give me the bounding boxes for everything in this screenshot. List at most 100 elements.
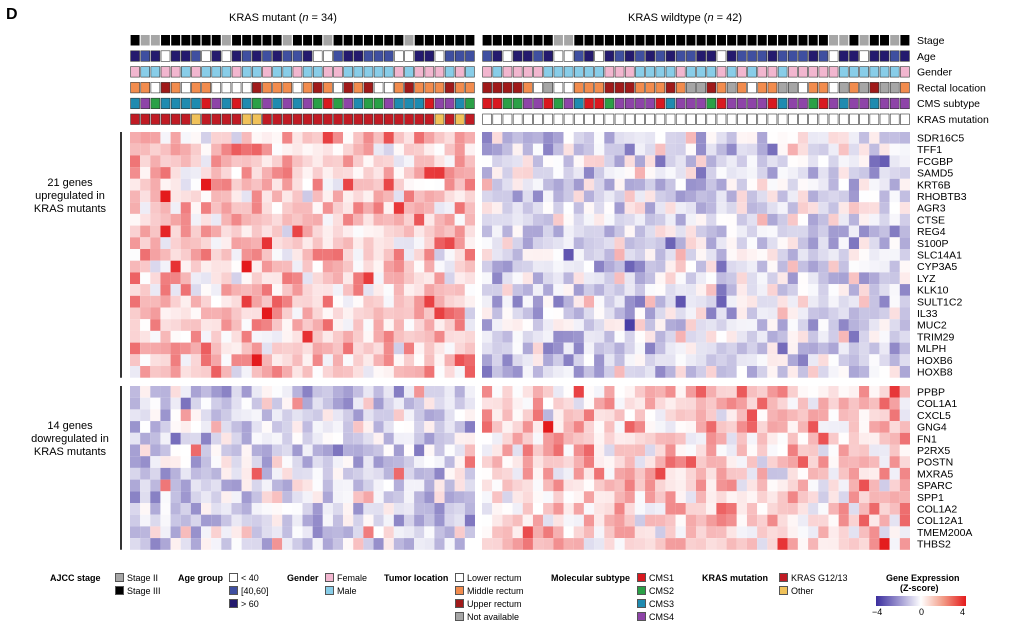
heatmap-cell-KLK10: [180, 284, 191, 296]
heatmap-cell-TFF1: [818, 143, 829, 156]
heatmap-cell-MUC2: [322, 319, 333, 331]
heatmap-cell-SULT1C2: [848, 295, 860, 308]
heatmap-cell-MUC2: [726, 319, 737, 331]
gene-label-S100P: S100P: [917, 238, 949, 250]
heatmap-cell-CXCL5: [808, 409, 819, 422]
heatmap-cell-CTSE: [726, 213, 737, 226]
heatmap-cell-FCGBP: [221, 155, 232, 168]
heatmap-cell-TFF1: [512, 143, 523, 156]
heatmap-cell-KLK10: [231, 284, 242, 296]
heatmap-cell-SULT1C2: [282, 295, 293, 308]
heatmap-cell-PPBP: [736, 386, 747, 398]
heatmap-cell-SLC14A1: [624, 249, 635, 261]
heatmap-cell-TFF1: [634, 143, 646, 156]
annotation-age-cell: [737, 50, 747, 62]
heatmap-cell-SLC14A1: [454, 249, 465, 261]
heatmap-cell-SAMD5: [190, 167, 202, 179]
heatmap-cell-FCGBP: [322, 155, 333, 168]
heatmap-cell-SAMD5: [767, 167, 778, 179]
heatmap-cell-TMEM200A: [464, 526, 475, 539]
heatmap-cell-KRT6B: [302, 178, 313, 191]
heatmap-cell-P2RX5: [757, 444, 768, 457]
heatmap-cell-KRT6B: [241, 178, 252, 191]
heatmap-cell-AGR3: [414, 202, 425, 214]
heatmap-cell-THBS2: [211, 538, 222, 550]
heatmap-cell-TRIM29: [393, 330, 404, 343]
annotation-location-cell: [563, 82, 574, 94]
heatmap-cell-LYZ: [302, 272, 313, 285]
legend-kras-title: KRAS mutation: [702, 573, 768, 583]
annotation-kras-cell: [272, 113, 282, 125]
heatmap-cell-COL1A1: [502, 397, 513, 410]
heatmap-cell-POSTN: [302, 456, 313, 468]
heatmap-cell-COL1A2: [160, 503, 171, 515]
heatmap-cell-MUC2: [594, 319, 605, 331]
heatmap-cell-AGR3: [343, 202, 354, 214]
heatmap-cell-MXRA5: [848, 467, 860, 480]
heatmap-cell-HOXB8: [502, 366, 513, 378]
heatmap-cell-PPBP: [869, 386, 880, 398]
heatmap-cell-GNG4: [160, 421, 171, 433]
heatmap-cell-P2RX5: [414, 444, 425, 457]
annotation-gender-cell: [482, 66, 492, 78]
heatmap-cell-LYZ: [624, 272, 635, 285]
heatmap-cell-SDR16C5: [482, 132, 493, 144]
gene-label-HOXB6: HOXB6: [917, 355, 953, 367]
heatmap-cell-FN1: [848, 432, 860, 445]
heatmap-cell-CYP3A5: [180, 260, 191, 273]
heatmap-cell-GNG4: [261, 421, 273, 433]
heatmap-cell-HOXB6: [221, 354, 232, 366]
annotation-location-cell: [777, 82, 788, 94]
heatmap-cell-REG4: [604, 225, 615, 238]
annotation-stage-cell: [424, 35, 434, 46]
heatmap-cell-THBS2: [282, 538, 293, 550]
heatmap-cell-SAMD5: [787, 167, 798, 179]
heatmap-cell-REG4: [869, 225, 880, 238]
annotation-age-cell: [343, 50, 353, 62]
heatmap-cell-P2RX5: [444, 444, 455, 457]
heatmap-cell-LYZ: [363, 272, 374, 285]
heatmap-cell-MXRA5: [736, 467, 747, 480]
heatmap-cell-CXCL5: [532, 409, 544, 422]
heatmap-cell-CXCL5: [383, 409, 394, 422]
heatmap-cell-THBS2: [645, 538, 656, 550]
heatmap-cell-COL1A1: [828, 397, 839, 410]
heatmap-cell-FN1: [797, 432, 809, 445]
heatmap-cell-POSTN: [251, 456, 262, 468]
heatmap-cell-IL33: [594, 307, 605, 320]
heatmap-cell-RHOBTB3: [512, 190, 523, 203]
annotation-stage-cell: [303, 35, 313, 46]
annotation-gender-cell: [333, 66, 343, 78]
heatmap-cell-MXRA5: [312, 467, 323, 480]
heatmap-cell-GNG4: [726, 421, 737, 433]
heatmap-cell-REG4: [757, 225, 768, 238]
heatmap-cell-TMEM200A: [726, 526, 737, 539]
annotation-location-cell: [160, 82, 171, 94]
heatmap-cell-SPP1: [848, 491, 860, 503]
heatmap-cell-SPARC: [424, 479, 435, 492]
heatmap-cell-CYP3A5: [383, 260, 394, 273]
heatmap-cell-SLC14A1: [757, 249, 768, 261]
annotation-stage-cell: [333, 35, 343, 46]
heatmap-cell-SDR16C5: [594, 132, 605, 144]
annotation-cms-cell: [726, 97, 737, 109]
annotation-stage-cell: [869, 35, 879, 46]
annotation-gender-cell: [798, 66, 808, 78]
heatmap-cell-LYZ: [594, 272, 605, 285]
heatmap-cell-CTSE: [373, 213, 384, 226]
annotation-age-cell: [252, 50, 262, 62]
heatmap-cell-LYZ: [757, 272, 768, 285]
heatmap-cell-MLPH: [482, 342, 493, 355]
heatmap-cell-IL33: [403, 307, 415, 320]
heatmap-cell-S100P: [889, 237, 900, 249]
heatmap-cell-THBS2: [665, 538, 676, 550]
annotation-kras-cell: [323, 113, 333, 125]
heatmap-cell-HOXB6: [482, 354, 493, 366]
heatmap-cell-CXCL5: [736, 409, 747, 422]
heatmap-cell-TFF1: [848, 143, 860, 156]
annotation-kras-cell: [604, 113, 615, 125]
annotation-stage-cell: [849, 35, 859, 46]
heatmap-cell-SULT1C2: [322, 295, 333, 308]
heatmap-cell-SDR16C5: [797, 132, 809, 144]
heatmap-cell-IL33: [464, 307, 475, 320]
